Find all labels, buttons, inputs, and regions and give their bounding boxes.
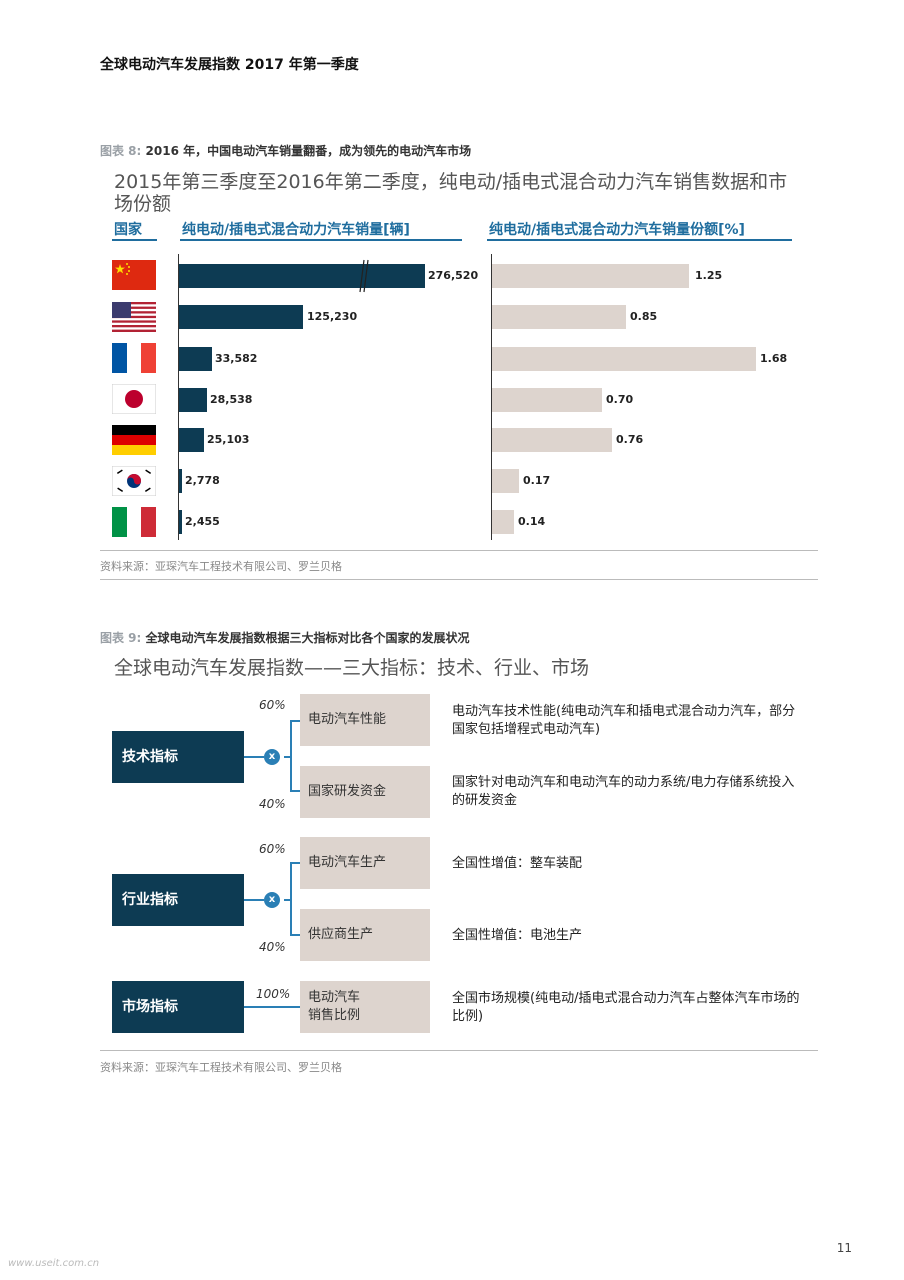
share-value-label: 0.17 (523, 474, 551, 487)
share-value-label: 0.70 (606, 393, 634, 406)
figure9-caption-label: 图表 9: (100, 631, 142, 645)
sales-bar (179, 305, 303, 329)
flag-germany-icon (112, 425, 156, 455)
figure9-subtitle: 全球电动汽车发展指数——三大指标：技术、行业、市场 (114, 657, 590, 679)
connector-line (290, 790, 300, 792)
flag-italy-icon (112, 507, 156, 537)
multiply-icon: x (264, 892, 280, 908)
share-bar (492, 510, 514, 534)
connector-line (284, 756, 292, 758)
sub-indicator-ev-sales-share: 电动汽车 销售比例 (300, 981, 430, 1033)
share-value-label: 1.68 (760, 352, 788, 365)
figure8-divider-bottom (100, 579, 818, 580)
sales-bar (179, 264, 425, 288)
sub-indicator-description: 电动汽车技术性能(纯电动汽车和插电式混合动力汽车，部分国家包括增程式电动汽车) (452, 704, 796, 737)
weight-label: 40% (259, 940, 286, 954)
sales-value-label: 276,520 (428, 269, 479, 282)
indicator-box-technology: 技术指标 (112, 731, 244, 783)
sub-indicator-rd-funding: 国家研发资金 (300, 766, 430, 818)
figure8-caption-text: 2016 年，中国电动汽车销量翻番，成为领先的电动汽车市场 (145, 144, 472, 158)
col-header-sales: 纯电动/插电式混合动力汽车销量[辆] (182, 222, 410, 238)
connector-line (284, 899, 292, 901)
multiply-icon: x (264, 749, 280, 765)
share-value-label: 0.14 (518, 515, 546, 528)
weight-label: 100% (256, 987, 291, 1001)
sales-axis (178, 254, 179, 540)
share-value-label: 1.25 (695, 269, 723, 282)
sub-indicator-description: 全国性增值：电池生产 (452, 928, 583, 943)
connector-line (290, 934, 300, 936)
figure9-source: 资料来源：亚琛汽车工程技术有限公司、罗兰贝格 (100, 1061, 342, 1074)
sub-indicator-description: 国家针对电动汽车和电动汽车的动力系统/电力存储系统投入的研发资金 (452, 775, 795, 808)
figure8-source: 资料来源：亚琛汽车工程技术有限公司、罗兰贝格 (100, 560, 342, 573)
connector-line (290, 720, 292, 792)
sales-value-label: 2,455 (185, 515, 220, 528)
flag-france-icon (112, 343, 156, 373)
figure9-divider (100, 1050, 818, 1051)
sales-value-label: 28,538 (210, 393, 253, 406)
col-header-sales-underline (180, 239, 462, 241)
connector-line (290, 862, 300, 864)
figure8-caption-label: 图表 8: (100, 144, 142, 158)
weight-label: 60% (259, 842, 286, 856)
page-number: 11 (836, 1241, 852, 1255)
sales-bar (179, 510, 182, 534)
share-bar (492, 388, 602, 412)
sales-value-label: 125,230 (307, 310, 358, 323)
figure8-divider-top (100, 550, 818, 551)
sales-bar (179, 469, 182, 493)
share-bar (492, 347, 756, 371)
flag-south-korea-icon (112, 466, 156, 496)
figure8-caption: 图表 8: 2016 年，中国电动汽车销量翻番，成为领先的电动汽车市场 (100, 142, 471, 159)
sales-bar (179, 347, 212, 371)
sales-value-label: 2,778 (185, 474, 220, 487)
share-value-label: 0.76 (616, 433, 644, 446)
flag-japan-icon (112, 384, 156, 414)
share-value-label: 0.85 (630, 310, 658, 323)
share-bar (492, 305, 626, 329)
weight-label: 60% (259, 698, 286, 712)
flag-usa-icon (112, 302, 156, 332)
col-header-country-underline (112, 239, 157, 241)
figure9-caption: 图表 9: 全球电动汽车发展指数根据三大指标对比各个国家的发展状况 (100, 629, 470, 646)
watermark-text: www.useit.com.cn (8, 1258, 100, 1269)
weight-label: 40% (259, 797, 286, 811)
figure8-subtitle: 2015年第三季度至2016年第二季度，纯电动/插电式混合动力汽车销售数据和市场… (114, 171, 788, 215)
sub-indicator-ev-performance: 电动汽车性能 (300, 694, 430, 746)
share-axis (491, 254, 492, 540)
sub-indicator-supplier-production: 供应商生产 (300, 909, 430, 961)
indicator-box-industry: 行业指标 (112, 874, 244, 926)
col-header-share: 纯电动/插电式混合动力汽车销量份额[%] (489, 222, 745, 238)
connector-line (244, 899, 264, 901)
connector-line (290, 862, 292, 936)
sub-indicator-label-line2: 销售比例 (308, 1008, 361, 1023)
col-header-share-underline (487, 239, 792, 241)
share-bar (492, 469, 519, 493)
figure9-caption-text: 全球电动汽车发展指数根据三大指标对比各个国家的发展状况 (145, 631, 470, 645)
sub-indicator-description: 全国市场规模(纯电动/插电式混合动力汽车占整体汽车市场的比例) (452, 991, 800, 1024)
connector-line (290, 720, 300, 722)
sales-bar (179, 388, 207, 412)
indicator-box-market: 市场指标 (112, 981, 244, 1033)
connector-line (244, 756, 264, 758)
sub-indicator-ev-production: 电动汽车生产 (300, 837, 430, 889)
document-header-title: 全球电动汽车发展指数 2017 年第一季度 (100, 57, 359, 73)
sub-indicator-description: 全国性增值：整车装配 (452, 856, 583, 871)
share-bar (492, 428, 612, 452)
connector-line (244, 1006, 300, 1008)
sales-value-label: 25,103 (207, 433, 250, 446)
sales-value-label: 33,582 (215, 352, 258, 365)
sales-bar (179, 428, 204, 452)
flag-china-icon (112, 260, 156, 290)
share-bar (492, 264, 689, 288)
sub-indicator-label-line1: 电动汽车 (308, 990, 361, 1005)
axis-break-icon (357, 258, 371, 294)
col-header-country: 国家 (114, 222, 142, 238)
